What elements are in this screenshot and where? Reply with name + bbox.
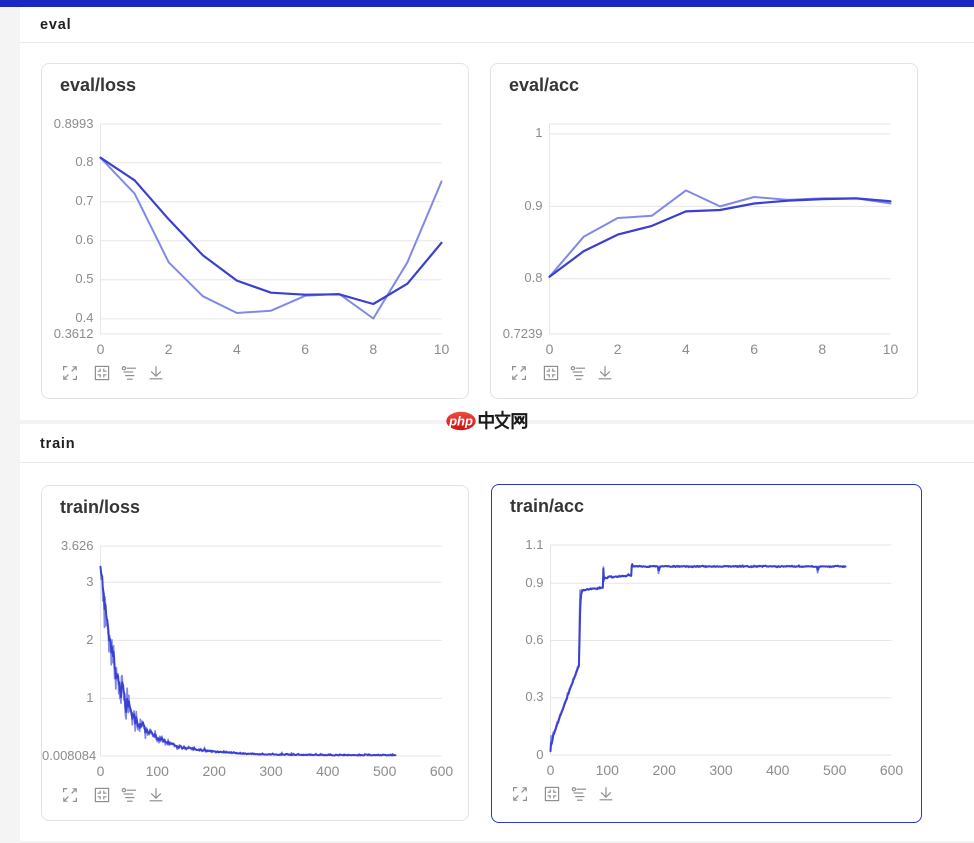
svg-text:php: php [448,414,473,429]
